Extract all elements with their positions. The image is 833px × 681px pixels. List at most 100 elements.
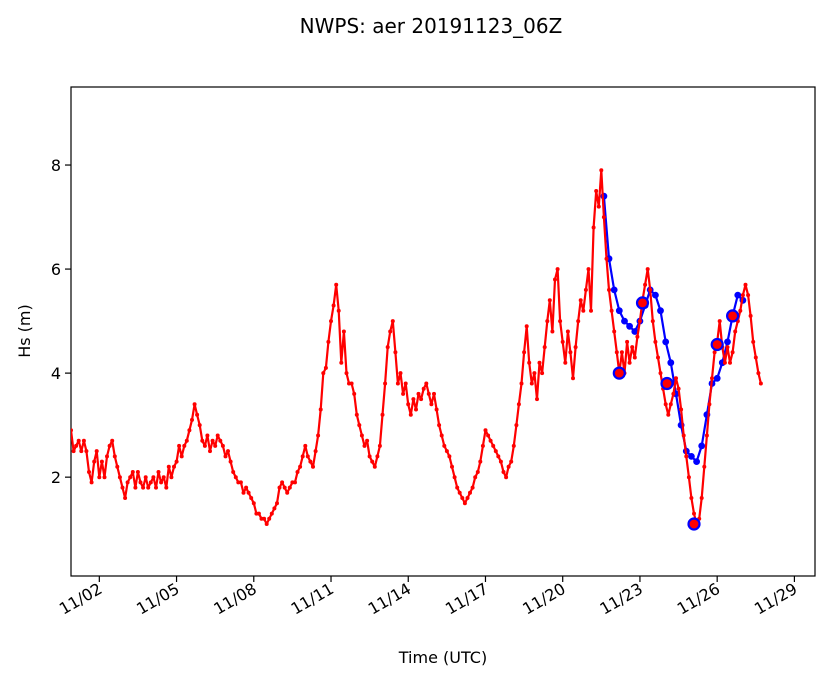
point-observed <box>215 433 220 438</box>
point-observed <box>107 443 112 448</box>
point-observed <box>385 345 390 350</box>
point-observed <box>589 308 593 313</box>
x-tick-label: 11/11 <box>288 579 337 619</box>
point-observed <box>457 490 462 495</box>
point-observed <box>105 454 109 459</box>
point-observed <box>568 350 573 355</box>
point-observed <box>197 423 202 428</box>
point-observed <box>159 480 164 485</box>
point-forecast <box>662 338 670 346</box>
point-observed <box>408 412 413 417</box>
point-observed <box>395 381 400 386</box>
point-observed <box>656 355 660 360</box>
point-observed <box>339 360 344 365</box>
point-observed <box>596 204 601 209</box>
point-forecast <box>698 442 706 450</box>
point-observed <box>115 464 120 469</box>
point-observed <box>146 485 151 490</box>
point-observed <box>668 402 673 407</box>
point-observed <box>277 485 282 490</box>
series-layer <box>71 168 763 531</box>
point-observed <box>632 355 637 360</box>
point-observed <box>390 319 395 324</box>
point-forecast <box>626 322 633 330</box>
highlight-marker <box>725 309 740 323</box>
point-observed <box>419 397 424 402</box>
point-observed <box>166 464 171 469</box>
point-observed <box>444 449 449 454</box>
point-observed <box>334 282 339 287</box>
point-observed <box>120 485 125 490</box>
point-observed <box>509 459 514 464</box>
point-observed <box>280 480 285 485</box>
point-observed <box>138 480 143 485</box>
point-observed <box>172 464 176 469</box>
point-observed <box>220 443 225 448</box>
point-observed <box>599 168 604 173</box>
point-observed <box>674 376 678 381</box>
point-observed <box>256 511 261 516</box>
point-observed <box>79 449 84 454</box>
point-observed <box>565 329 570 334</box>
chart-title: NWPS: aer 20191123_06Z <box>300 14 563 38</box>
point-observed <box>128 475 133 480</box>
point-observed <box>627 360 632 365</box>
point-observed <box>643 282 648 287</box>
point-observed <box>491 443 496 448</box>
point-observed <box>550 329 555 334</box>
x-tick-label: 11/02 <box>56 579 105 619</box>
point-observed <box>529 381 534 386</box>
point-observed <box>635 334 640 339</box>
point-observed <box>285 490 290 495</box>
point-observed <box>393 350 398 355</box>
point-observed <box>460 496 465 500</box>
point-observed <box>648 287 653 292</box>
point-observed <box>671 391 676 396</box>
point-forecast <box>693 458 700 465</box>
point-observed <box>432 391 436 396</box>
point-observed <box>354 412 359 417</box>
point-observed <box>730 350 735 355</box>
point-observed <box>184 438 189 443</box>
point-observed <box>267 516 272 521</box>
point-forecast <box>688 453 695 460</box>
point-observed <box>269 511 274 516</box>
point-observed <box>141 485 146 490</box>
point-observed <box>748 313 753 318</box>
point-observed <box>594 189 599 193</box>
point-forecast <box>615 307 623 315</box>
point-observed <box>359 433 364 438</box>
point-forecast <box>713 374 721 382</box>
point-observed <box>416 391 421 396</box>
point-observed <box>658 371 663 376</box>
point-observed <box>246 490 251 495</box>
point-observed <box>148 480 153 485</box>
x-tick-label: 11/23 <box>597 579 646 619</box>
point-observed <box>287 485 292 490</box>
point-observed <box>540 371 545 376</box>
point-observed <box>583 287 588 292</box>
point-observed <box>190 417 194 422</box>
point-observed <box>264 522 269 526</box>
point-observed <box>496 454 501 459</box>
point-observed <box>488 438 493 443</box>
point-observed <box>493 449 498 454</box>
point-observed <box>506 464 511 469</box>
point-observed <box>135 470 140 474</box>
point-observed <box>192 402 197 407</box>
point-observed <box>756 371 761 376</box>
point-observed <box>398 371 403 376</box>
point-observed <box>524 324 529 329</box>
point-observed <box>110 438 115 443</box>
point-observed <box>686 475 691 480</box>
point-observed <box>501 470 506 474</box>
point-observed <box>388 329 393 334</box>
point-observed <box>205 433 210 438</box>
point-observed <box>262 516 267 521</box>
point-observed <box>151 475 156 480</box>
x-tick-label: 11/08 <box>210 579 259 619</box>
point-observed <box>619 350 624 355</box>
point-observed <box>710 376 714 381</box>
point-observed <box>426 391 431 396</box>
point-observed <box>663 402 668 407</box>
